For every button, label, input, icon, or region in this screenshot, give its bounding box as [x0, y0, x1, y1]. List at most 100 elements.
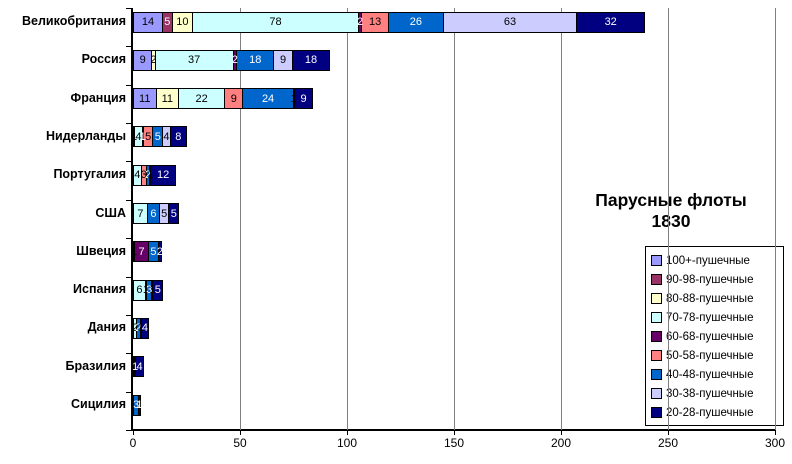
y-axis-tick [126, 391, 132, 393]
gridline [667, 8, 669, 430]
bar-value-label: 1 [149, 284, 156, 297]
legend-item: 60-68-пушечные [646, 327, 783, 346]
y-axis-tick [126, 199, 132, 201]
bar-row: 4 3 2 1 12 [133, 164, 177, 186]
x-axis-label: 150 [443, 436, 465, 450]
bar-value-label: 1 [136, 399, 143, 411]
bar-segment: 9 [293, 88, 314, 110]
gridline [346, 8, 348, 430]
bar-segment: 1 [138, 317, 144, 339]
bar-segment: 9 [133, 49, 153, 71]
gridline [453, 8, 455, 430]
x-axis-label: 300 [764, 436, 786, 450]
bar-value-label: 3 [133, 399, 140, 411]
bar-value-label: 8 [175, 130, 182, 143]
category-label: Сицилия [71, 397, 126, 411]
bar-value-label: 5 [154, 130, 161, 143]
bar-segment: 26 [388, 11, 444, 33]
bar-segment: 2 [150, 49, 156, 71]
bar-segment: 13 [361, 11, 390, 33]
bar-segment: 1 [147, 164, 154, 186]
legend-item: 90-98-пушечные [646, 270, 783, 289]
bar-segment: 32 [576, 11, 645, 33]
y-axis-tick [126, 84, 132, 86]
legend-label: 50-58-пушечные [666, 349, 754, 362]
x-axis-tick [346, 431, 348, 435]
x-axis-label: 100 [336, 436, 358, 450]
bar-value-label: 5 [161, 207, 168, 220]
bar-value-label: 9 [139, 54, 146, 67]
bar-value-label: 3 [140, 169, 147, 182]
bar-value-label: 22 [195, 92, 208, 105]
bar-segment: 1 [140, 126, 146, 148]
bar-segment: 1 [132, 356, 138, 378]
legend-swatch [651, 312, 662, 323]
bar-value-label: 5 [145, 130, 152, 143]
x-axis-tick [453, 431, 455, 435]
category-label: Россия [81, 52, 126, 67]
legend-swatch [651, 274, 662, 285]
x-axis-line [131, 429, 776, 431]
bar-segment: 22 [178, 88, 226, 110]
bar-segment: 3 [145, 279, 153, 301]
bar-segment: 9 [224, 88, 244, 110]
legend-label: 30-38-пушечные [666, 387, 754, 400]
bar-segment: 9 [273, 49, 293, 71]
legend-item: 20-28-пушечные [646, 403, 783, 422]
bar-segment: 10 [171, 11, 194, 33]
bar-value-label: 5 [170, 207, 177, 220]
x-axis-tick [239, 431, 241, 435]
bar-value-label: 11 [161, 92, 173, 105]
bar-value-label: 78 [269, 16, 282, 28]
legend-item: 80-88-пушечные [646, 289, 783, 308]
legend-label: 100+-пушечные [666, 254, 750, 267]
bar-value-label: 2 [145, 169, 152, 182]
gridline [774, 8, 776, 430]
bar-segment: 12 [150, 164, 177, 186]
bar-segment: 24 [242, 88, 294, 110]
bar-value-label: 2 [231, 54, 238, 67]
category-label: Швеция [76, 243, 126, 258]
bar-segment: 3 [133, 394, 140, 416]
bar-segment: 2 [145, 164, 152, 186]
bar-value-label: 1 [147, 169, 154, 182]
category-label: США [95, 205, 126, 220]
legend-swatch [651, 369, 662, 380]
bar-value-label: 37 [187, 54, 201, 67]
legend-swatch [651, 331, 662, 342]
legend: 100+-пушечные 90-98-пушечные 80-88-пушечны… [645, 246, 784, 426]
bar-value-label: 5 [154, 284, 161, 297]
bar-segment: 1 [291, 88, 297, 110]
legend-label: 40-48-пушечные [666, 368, 754, 381]
bar-value-label: 5 [150, 245, 157, 258]
bar-value-label: 9 [230, 92, 237, 105]
bar-segment: 7 [133, 203, 148, 224]
legend-label: 20-28-пушечные [666, 406, 754, 419]
category-label: Испания [73, 282, 126, 297]
bar-value-label: 1 [131, 245, 138, 258]
bar-value-label: 2 [135, 322, 142, 335]
y-axis-tick [126, 353, 132, 355]
bar-segment: 14 [133, 11, 163, 33]
bar-value-label: 14 [141, 16, 155, 28]
legend-label: 60-68-пушечные [666, 330, 754, 343]
bar-segment: 18 [291, 49, 331, 71]
bar-value-label: 12 [157, 169, 170, 182]
legend-label: 80-88-пушечные [666, 292, 754, 305]
bar-segment: 4 [135, 356, 144, 378]
category-label: Нидерланды [46, 128, 126, 143]
chart-title: Парусные флоты 1830 [558, 190, 784, 232]
bar-value-label: 1 [142, 284, 149, 297]
category-label: Дания [87, 320, 126, 335]
bar-segment: 2 [132, 317, 138, 339]
y-axis-tick [126, 276, 132, 278]
chart-title-line1: Парусные флоты [595, 190, 747, 210]
y-axis-tick [126, 46, 132, 48]
bar-segment: 2 [157, 241, 163, 263]
x-axis-label: 200 [550, 436, 572, 450]
